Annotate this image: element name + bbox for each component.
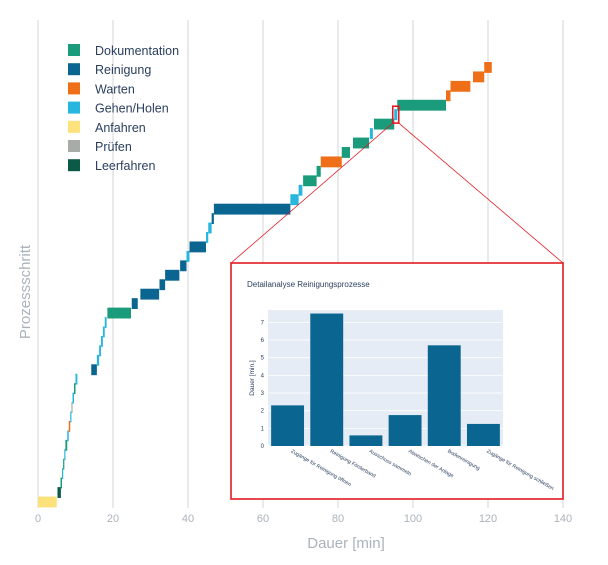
x-tick-label: 120 [479,513,497,525]
x-tick-label: 100 [404,513,422,525]
legend-label: Warten [95,82,135,96]
gantt-bar [64,449,66,461]
legend-swatch [68,159,80,172]
gantt-bar [131,298,138,310]
gantt-bar [159,279,166,291]
inset-gridlines [268,321,503,447]
gantt-bar [213,203,291,215]
gantt-bar [72,392,74,404]
gantt-bar [38,496,57,508]
gantt-bar [189,241,206,253]
gantt-bar [60,477,62,489]
inset-y-tick-label: 0 [261,444,265,450]
inset-bars [271,313,500,446]
gantt-bar [186,250,190,262]
legend-label: Reinigung [95,63,151,77]
legend-label: Gehen/Holen [95,102,169,116]
legend-swatch [68,63,80,76]
x-tick-label: 20 [107,513,119,525]
gantt-bar [290,194,299,206]
gantt-bar [140,288,160,300]
gantt-bar [208,222,212,234]
legend-swatch [68,120,80,133]
inset-plot-area [268,310,503,446]
gantt-bar [96,354,100,366]
inset-y-tick-label: 7 [261,320,265,326]
highlight-box [391,105,400,124]
inset-bar [349,435,383,446]
x-tick-label: 140 [554,513,572,525]
gantt-bar [320,156,342,168]
gantt-bar [303,175,317,187]
inset-y-tick-label: 1 [261,426,265,432]
inset-bar [271,405,305,446]
gantt-bar [369,128,373,139]
x-tick-label: 60 [257,513,269,525]
legend-label: Leerfahren [95,159,156,173]
gantt-bar [165,269,180,281]
gantt-bar [62,468,64,480]
gantt-bar [353,137,370,149]
x-tick-label: 0 [35,513,41,525]
gantt-bar [63,458,65,470]
legend-label: Prüfen [95,140,132,154]
gantt-bar [298,184,303,196]
gantt-bar [484,62,492,73]
y-axis-label: Prozessschritt [17,244,34,339]
inset-title: Detailanalyse Reinigungsprozesse [247,280,370,289]
gantt-bar [446,90,451,102]
gantt-bar [473,71,485,83]
inset-panel: Detailanalyse Reinigungsprozesse 0 1 2 3 4 5 6… [230,262,564,500]
gantt-bars [38,62,492,508]
legend-label: Anfahren [95,121,146,135]
gantt-bar [74,383,76,395]
inset-y-tick-label: 5 [261,356,265,362]
legend-swatch [68,101,80,114]
legend-label: Dokumentation [95,44,179,58]
gantt-bar [450,80,471,92]
inset-y-tick-label: 3 [261,391,265,397]
gantt-bar [101,335,103,347]
gantt-bar [70,411,72,423]
gantt-bar [68,420,71,432]
inset-bar [466,423,500,446]
gantt-bar [102,326,105,338]
gantt-bar [316,165,321,177]
inset-bar [427,345,461,446]
gantt-bar [91,364,97,376]
gantt-bar [65,439,68,451]
gantt-bar [75,373,78,385]
connector-line-left [230,122,394,264]
inset-y-tick-label: 6 [261,338,265,344]
x-tick-label: 40 [182,513,194,525]
gantt-bar [341,147,350,158]
gantt-bar [99,345,101,357]
inset-bar [388,415,422,446]
x-tick-label: 80 [332,513,344,525]
legend-swatch [68,44,80,56]
gantt-bar [180,260,187,272]
gantt-bar [374,118,395,130]
x-axis-label: Dauer [min] [307,535,385,552]
inset-y-tick-labels: 0 1 2 3 4 5 6 7 [261,320,265,450]
inset-y-tick-label: 2 [261,409,265,415]
connector-line-right [398,122,564,264]
gantt-bar [57,487,61,498]
gantt-bar [104,317,107,328]
gantt-bar [71,402,73,413]
inset-bar [310,313,344,446]
legend: Dokumentation Reinigung Warten Gehen/Holen A… [68,44,179,173]
gantt-bar [394,109,398,121]
gantt-bar [211,213,214,225]
x-tick-labels: 0 20 40 60 80 100 120 140 [35,513,572,525]
gantt-bar [107,307,131,319]
gantt-bar [67,430,69,442]
gantt-bar [397,99,446,111]
legend-swatch [68,82,80,95]
gantt-bar [206,232,209,243]
inset-y-axis-label: Dauer [min.] [249,360,256,396]
inset-y-tick-label: 4 [261,373,265,379]
legend-swatch [68,140,80,152]
